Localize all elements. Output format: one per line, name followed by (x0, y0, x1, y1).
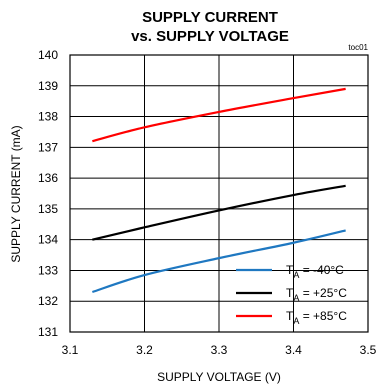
legend-label-2: TA = +85°C (286, 309, 347, 326)
y-tick-label-2: 133 (38, 263, 58, 277)
series-line-0 (92, 229, 346, 294)
y-tick-label-7: 138 (38, 110, 58, 124)
y-tick-label-0: 131 (38, 325, 58, 339)
series-layer (92, 87, 346, 294)
legend: TA = -40°C TA = +25°C TA = +85°C (236, 263, 347, 326)
x-tick-labels: 3.1 3.2 3.3 3.4 3.5 (62, 343, 377, 357)
y-tick-label-5: 136 (38, 171, 58, 185)
chart-title-line2: vs. SUPPLY VOLTAGE (131, 28, 289, 45)
legend-label-0: TA = -40°C (286, 263, 344, 280)
chart-title-line1: SUPPLY CURRENT (142, 9, 278, 26)
y-tick-label-1: 132 (38, 294, 58, 308)
y-tick-label-6: 137 (38, 140, 58, 154)
x-axis-label: SUPPLY VOLTAGE (V) (157, 370, 281, 384)
plot-frame (69, 54, 369, 333)
y-tick-label-3: 134 (38, 233, 58, 247)
legend-label-1: TA = +25°C (286, 286, 347, 303)
y-tick-label-4: 135 (38, 202, 58, 216)
y-tick-labels: 131 132 133 134 135 136 137 138 139 140 (38, 48, 58, 339)
chart-note: toc01 (348, 43, 368, 52)
series-line-2 (92, 87, 346, 143)
x-tick-label-2: 3.3 (211, 343, 228, 357)
y-tick-label-8: 139 (38, 79, 58, 93)
x-tick-label-1: 3.2 (136, 343, 153, 357)
y-tick-label-9: 140 (38, 48, 58, 62)
x-tick-label-3: 3.4 (285, 343, 302, 357)
y-axis-label: SUPPLY CURRENT (mA) (9, 125, 23, 262)
x-tick-label-0: 3.1 (62, 343, 79, 357)
series-line-1 (92, 184, 346, 241)
x-tick-label-4: 3.5 (360, 343, 377, 357)
